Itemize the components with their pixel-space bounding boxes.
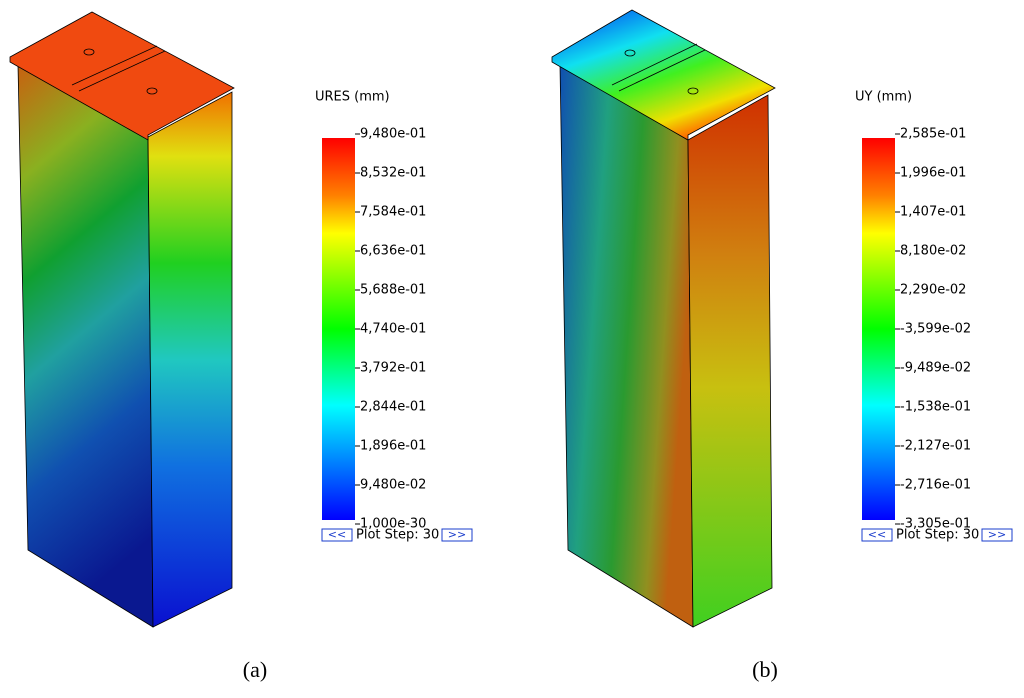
tick-label: 2,290e-02 — [900, 283, 966, 298]
prev-button — [861, 528, 893, 542]
tick-label: -3,305e-01 — [900, 517, 971, 532]
tick-label: 1,000e-30 — [360, 517, 426, 532]
prev-button-label: << — [328, 528, 346, 541]
tick-label: 7,584e-01 — [360, 205, 426, 220]
tick-label: 8,532e-01 — [360, 166, 426, 181]
next-button — [441, 528, 473, 542]
color-bar — [862, 138, 895, 520]
next-button — [981, 528, 1013, 542]
caption: (b) — [752, 657, 778, 682]
prev-button-label: << — [868, 528, 886, 541]
tick-label: -9,489e-02 — [900, 361, 971, 376]
legend-title: URES (mm) — [315, 90, 390, 105]
model-b — [551, 9, 776, 628]
tick-label: 1,896e-01 — [360, 439, 426, 454]
next-button-label: >> — [448, 528, 466, 541]
tick-label: 8,180e-02 — [900, 244, 966, 259]
tick-label: 1,407e-01 — [900, 205, 966, 220]
tick-label: 4,740e-01 — [360, 322, 426, 337]
prev-button — [321, 528, 353, 542]
tick-label: 2,585e-01 — [900, 127, 966, 142]
tick-label: 3,792e-01 — [360, 361, 426, 376]
tick-label: -2,716e-01 — [900, 478, 971, 493]
plot-step: Plot Step: 30 — [356, 528, 439, 543]
next-button-label: >> — [988, 528, 1006, 541]
tick-label: 1,996e-01 — [900, 166, 966, 181]
tick-label: -1,538e-01 — [900, 400, 971, 415]
tick-label: 9,480e-01 — [360, 127, 426, 142]
tick-label: 9,480e-02 — [360, 478, 426, 493]
plot-step: Plot Step: 30 — [896, 528, 979, 543]
color-bar — [322, 138, 355, 520]
tick-label: 2,844e-01 — [360, 400, 426, 415]
legend-title: UY (mm) — [855, 90, 912, 105]
model-a — [9, 11, 235, 628]
tick-label: -2,127e-01 — [900, 439, 971, 454]
tick-label: -3,599e-02 — [900, 322, 971, 337]
caption: (a) — [243, 657, 267, 682]
tick-label: 6,636e-01 — [360, 244, 426, 259]
tick-label: 5,688e-01 — [360, 283, 426, 298]
